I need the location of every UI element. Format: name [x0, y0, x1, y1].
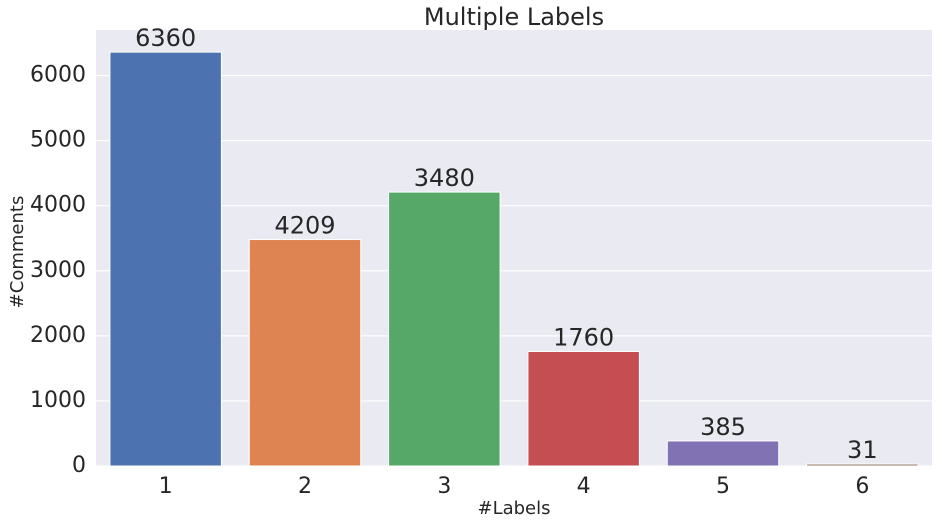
bar [109, 51, 222, 467]
bar-annotation: 385 [700, 413, 746, 441]
bar [806, 463, 919, 467]
x-tick-label: 5 [716, 474, 730, 499]
x-tick-label: 6 [855, 474, 869, 499]
y-tick-label: 0 [72, 453, 86, 478]
bar-annotation: 3480 [414, 164, 475, 192]
y-tick-label: 3000 [30, 258, 86, 283]
bar [666, 440, 780, 467]
x-tick-label: 3 [437, 474, 451, 499]
plot-background [96, 30, 932, 466]
y-tick-label: 5000 [30, 128, 86, 153]
bar [248, 239, 362, 467]
y-tick-label: 2000 [30, 323, 86, 348]
x-axis-label: #Labels [477, 498, 550, 519]
x-tick-label: 2 [298, 474, 312, 499]
y-tick-label: 4000 [30, 193, 86, 218]
chart-title: Multiple Labels [424, 3, 604, 31]
bar [388, 191, 501, 467]
x-tick-label: 1 [159, 474, 173, 499]
bar-annotation: 31 [847, 436, 878, 464]
x-tick-label: 4 [577, 474, 591, 499]
bar-annotation: 6360 [135, 24, 196, 52]
bar [527, 350, 640, 467]
y-tick-label: 6000 [30, 63, 86, 88]
y-axis-label: #Comments [7, 196, 28, 309]
y-tick-label: 1000 [30, 388, 86, 413]
bar-annotation: 1760 [553, 323, 614, 351]
bar-annotation: 4209 [274, 212, 335, 240]
